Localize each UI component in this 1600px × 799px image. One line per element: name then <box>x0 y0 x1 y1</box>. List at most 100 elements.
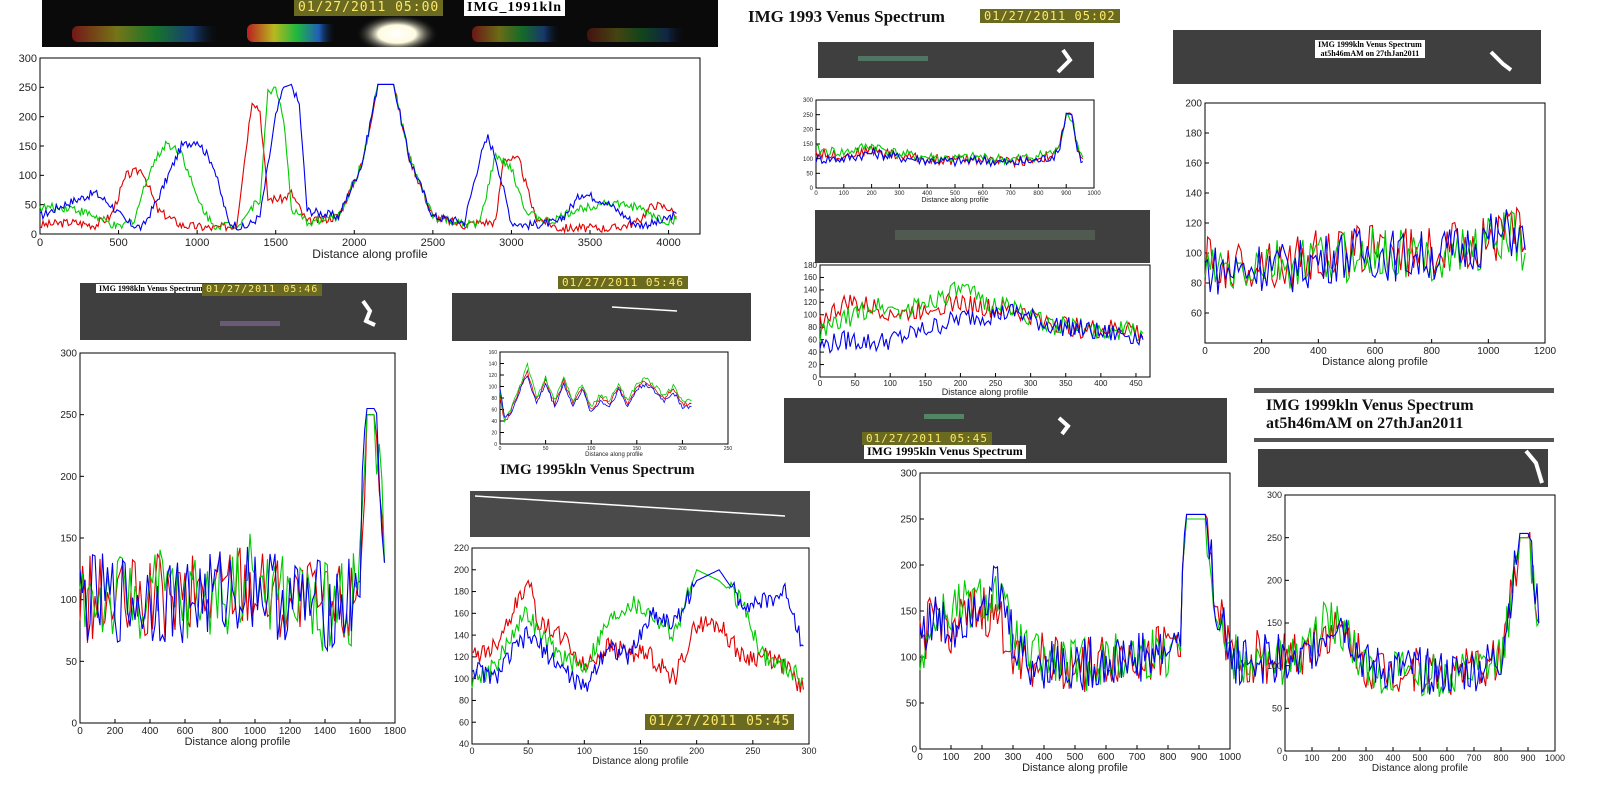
x-tick-label: 1000 <box>1087 191 1101 197</box>
series-line-blue <box>1284 532 1540 695</box>
x-tick-label: 200 <box>1331 753 1346 763</box>
y-tick-label: 160 <box>454 608 469 618</box>
y-tick-label: 250 <box>1267 533 1282 543</box>
chart-1999a: 0 200 400 600 800 1000 1200 60 80 100 120 140 160 180… <box>1185 99 1556 369</box>
strip-1993-image <box>858 48 1073 74</box>
x-tick-label: 50 <box>523 746 533 756</box>
y-tick-label: 0 <box>494 442 497 448</box>
x-tick-label: 400 <box>142 726 159 737</box>
spectrum-strip-1998: IMG 1998kln Venus Spectrum 01/27/2011 05… <box>80 283 407 340</box>
x-axis-label: Distance along profile <box>1022 762 1128 774</box>
y-tick-label: 200 <box>1185 99 1202 110</box>
strip-small-image <box>611 306 678 312</box>
x-tick-label: 200 <box>678 446 687 452</box>
y-tick-label: 250 <box>900 515 917 526</box>
plot-frame <box>79 352 396 724</box>
y-tick-label: 180 <box>454 587 469 597</box>
heading-1999-big: IMG 1999kln Venus Spectrum at5h46mAM on … <box>1266 397 1474 434</box>
x-tick-label: 500 <box>1412 753 1427 763</box>
x-tick-label: 300 <box>801 746 816 756</box>
x-tick-label: 0 <box>818 379 823 388</box>
series-line-red <box>471 579 804 693</box>
x-tick-label: 900 <box>1191 752 1208 763</box>
plot-frame <box>1284 494 1556 752</box>
x-tick-label: 400 <box>1310 346 1327 357</box>
y-tick-label: 50 <box>906 699 918 710</box>
chart-small: 0 50 100 150 200 250 0 20 40 60 80 100 120 140 160 Dist… <box>489 350 733 458</box>
x-tick-label: 1000 <box>1219 752 1242 763</box>
x-tick-label: 400 <box>922 191 933 197</box>
x-axis-label: Distance along profile <box>592 756 689 767</box>
series-line-green <box>499 361 692 423</box>
x-axis-label: Distance along profile <box>1372 763 1469 774</box>
x-tick-label: 1000 <box>244 726 267 737</box>
x-tick-label: 700 <box>1006 191 1017 197</box>
x-axis-label: Distance along profile <box>585 452 643 458</box>
x-tick-label: 150 <box>633 746 648 756</box>
y-tick-label: 160 <box>1185 159 1202 170</box>
heading-1999-line1: IMG 1999kln Venus Spectrum <box>1266 397 1474 414</box>
x-tick-label: 800 <box>1493 753 1508 763</box>
x-tick-label: 200 <box>867 191 878 197</box>
y-tick-label: 300 <box>900 469 917 480</box>
series-line-blue <box>819 303 1144 354</box>
x-tick-label: 400 <box>1094 379 1108 388</box>
y-tick-label: 100 <box>900 653 917 664</box>
y-tick-label: 120 <box>1185 219 1202 230</box>
y-tick-label: 160 <box>804 273 818 282</box>
y-tick-label: 180 <box>1185 129 1202 140</box>
y-tick-label: 100 <box>1185 249 1202 260</box>
plot-frame <box>499 351 729 445</box>
y-tick-label: 60 <box>1191 309 1203 320</box>
spectrum-strip-1993b <box>815 210 1150 263</box>
x-tick-label: 100 <box>839 191 850 197</box>
y-tick-label: 100 <box>60 595 77 606</box>
y-tick-label: 200 <box>19 112 37 124</box>
timestamp-small: 01/27/2011 05:46 <box>558 276 688 290</box>
spectrum-strip-1995-right: 01/27/2011 05:45 IMG 1995kln Venus Spect… <box>784 398 1227 463</box>
spectrum-strip-1995 <box>470 491 810 537</box>
x-tick-label: 800 <box>212 726 229 737</box>
y-tick-label: 140 <box>1185 189 1202 200</box>
divider-bar-2 <box>1254 438 1554 442</box>
strip-1993b-image <box>895 230 1095 240</box>
heading-1995-mid: IMG 1995kln Venus Spectrum <box>500 462 695 478</box>
y-tick-label: 50 <box>806 171 813 177</box>
chart-1999b: 0 100 200 300 400 500 600 700 800 900 1000 0 50 100 15… <box>1267 490 1565 774</box>
series-line-blue <box>499 375 692 418</box>
x-tick-label: 900 <box>1061 191 1072 197</box>
spectrum-strip-1993 <box>818 42 1094 78</box>
x-axis-label: Distance along profile <box>1322 356 1428 368</box>
x-tick-label: 200 <box>689 746 704 756</box>
y-tick-label: 80 <box>1191 279 1203 290</box>
x-tick-label: 600 <box>1367 346 1384 357</box>
y-tick-label: 50 <box>1272 703 1282 713</box>
x-tick-label: 300 <box>894 191 905 197</box>
x-tick-label: 0 <box>1202 346 1208 357</box>
x-tick-label: 50 <box>543 446 549 452</box>
x-axis-label: Distance along profile <box>312 247 428 261</box>
strip-1995-image <box>474 495 786 517</box>
y-tick-label: 40 <box>808 348 817 357</box>
x-tick-label: 1500 <box>263 237 287 249</box>
spectrum-strip-1991-image <box>72 14 687 47</box>
y-tick-label: 0 <box>31 229 37 241</box>
y-tick-label: 0 <box>813 373 818 382</box>
y-tick-label: 160 <box>489 350 498 356</box>
y-tick-label: 150 <box>803 142 814 148</box>
x-tick-label: 1800 <box>384 726 407 737</box>
x-tick-label: 600 <box>177 726 194 737</box>
spectrum-strip-1999-top: IMG 1999kln Venus Spectrum at5h46mAM on 2… <box>1173 30 1541 84</box>
x-tick-label: 800 <box>1033 191 1044 197</box>
x-tick-label: 300 <box>1005 752 1022 763</box>
chart-1993a: 0 100 200 300 400 500 600 700 800 900 1000 0 50 100 15… <box>803 98 1101 204</box>
x-tick-label: 0 <box>499 446 502 452</box>
chart-1995b: 0 100 200 300 400 500 600 700 800 900 100005010015… <box>900 469 1448 774</box>
plot-frame <box>815 99 1095 189</box>
x-tick-label: 600 <box>978 191 989 197</box>
series-line-blue <box>79 407 386 653</box>
x-tick-label: 100 <box>884 379 898 388</box>
x-tick-label: 800 <box>1423 346 1440 357</box>
x-tick-label: 900 <box>1520 753 1535 763</box>
x-tick-label: 500 <box>950 191 961 197</box>
